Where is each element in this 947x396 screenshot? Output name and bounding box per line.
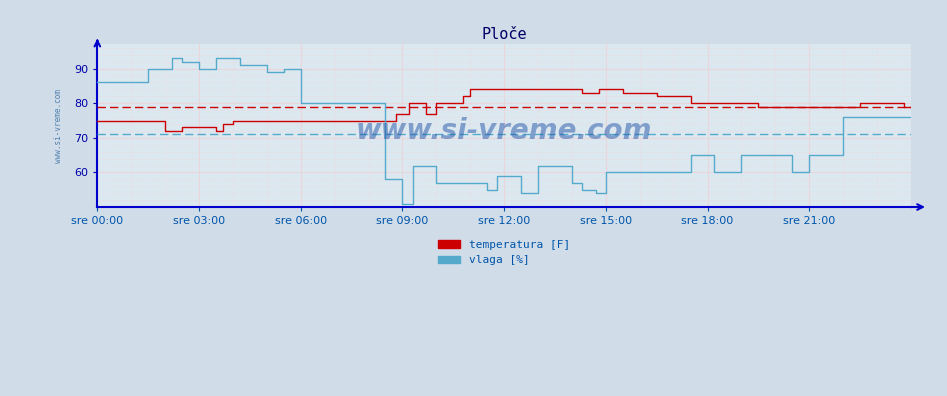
Text: www.si-vreme.com: www.si-vreme.com — [356, 116, 652, 145]
Text: www.si-vreme.com: www.si-vreme.com — [54, 89, 63, 163]
Legend: temperatura [F], vlaga [%]: temperatura [F], vlaga [%] — [434, 235, 575, 270]
Title: Ploče: Ploče — [481, 27, 527, 42]
